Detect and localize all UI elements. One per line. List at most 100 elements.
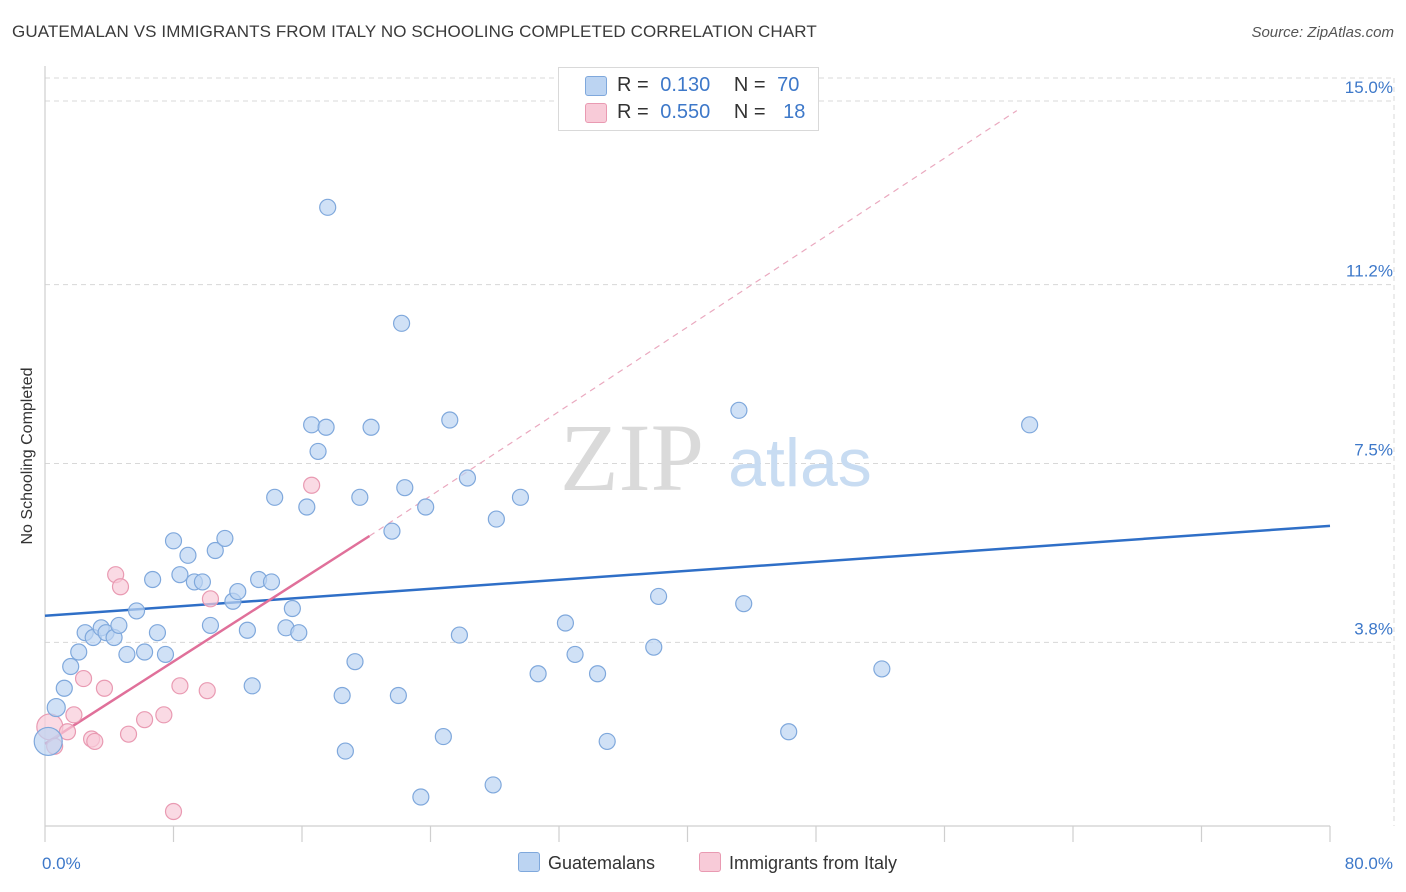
grid-lines xyxy=(45,77,1395,826)
point-guatemalan xyxy=(171,566,189,584)
point-guatemalan xyxy=(392,314,411,332)
point-guatemalan xyxy=(434,727,452,746)
point-italy xyxy=(135,711,154,729)
y-tick-label: 7.5% xyxy=(1354,441,1393,460)
y-tick-label: 3.8% xyxy=(1354,619,1393,638)
point-guatemalan xyxy=(417,498,435,516)
point-guatemalan xyxy=(649,587,668,606)
point-italy xyxy=(74,669,93,688)
point-guatemalan xyxy=(262,573,281,591)
point-guatemalan xyxy=(144,570,162,589)
point-guatemalan xyxy=(118,645,136,664)
point-guatemalan xyxy=(351,488,369,506)
point-guatemalan xyxy=(298,498,316,516)
point-guatemalan xyxy=(179,546,197,564)
point-italy xyxy=(86,732,104,751)
point-guatemalan xyxy=(389,686,407,705)
point-guatemalan xyxy=(566,645,584,664)
point-guatemalan xyxy=(487,510,505,528)
point-guatemalan xyxy=(156,645,175,664)
axes xyxy=(44,66,1331,842)
point-guatemalan xyxy=(333,686,351,705)
x-tick-label-min: 0.0% xyxy=(42,854,81,873)
y-tick-label: 11.2% xyxy=(1346,262,1393,281)
point-guatemalan xyxy=(458,469,477,487)
point-guatemalan xyxy=(110,616,128,635)
point-guatemalan xyxy=(135,643,154,661)
x-tick-label-max: 80.0% xyxy=(1345,854,1393,873)
legend-r-label: R = xyxy=(617,74,649,96)
point-guatemalan xyxy=(193,573,212,591)
chart-title: GUATEMALAN VS IMMIGRANTS FROM ITALY NO S… xyxy=(12,22,817,41)
trend-lines xyxy=(44,110,1331,745)
point-italy xyxy=(155,706,173,724)
point-guatemalan xyxy=(238,621,256,639)
point-guatemalan xyxy=(529,665,547,683)
watermark-atlas: atlas xyxy=(728,425,872,501)
point-guatemalan xyxy=(62,657,80,676)
y-tick-label: 15.0% xyxy=(1345,78,1393,97)
legend-n-value: 70 xyxy=(777,74,800,96)
point-guatemalan xyxy=(730,401,748,419)
point-guatemalan xyxy=(336,742,354,760)
legend-label-guatemalans: Guatemalans xyxy=(548,853,656,873)
tick-labels: 3.8% 7.5% 11.2% 15.0% 0.0% 80.0% xyxy=(42,78,1393,873)
legend-r-label: R = xyxy=(617,101,649,123)
point-guatemalan xyxy=(556,614,575,632)
point-guatemalan xyxy=(201,616,220,635)
watermark: ZIP atlas xyxy=(560,404,872,511)
point-guatemalan xyxy=(319,198,337,216)
legend-label-italy: Immigrants from Italy xyxy=(729,853,898,873)
legend-r-value: 0.130 xyxy=(660,74,711,96)
point-guatemalan xyxy=(70,643,88,661)
point-guatemalan xyxy=(598,732,616,751)
point-guatemalan xyxy=(317,418,335,436)
legend-n-label: N = xyxy=(733,74,766,96)
data-points xyxy=(33,198,1039,821)
point-guatemalan xyxy=(148,624,167,642)
trend-extension-italy xyxy=(369,110,1018,537)
legend-guatemalans: Guatemalans xyxy=(518,852,655,874)
point-guatemalan xyxy=(450,626,469,644)
point-guatemalan xyxy=(309,442,327,461)
legend-swatch-blue xyxy=(518,852,540,872)
legend-n-value: 18 xyxy=(783,101,806,123)
legend-swatch-blue xyxy=(585,76,607,96)
point-guatemalan xyxy=(229,582,247,601)
point-guatemalan xyxy=(511,488,530,506)
source-label: Source: ZipAtlas.com xyxy=(1251,24,1394,41)
point-italy xyxy=(119,725,138,743)
point-guatemalan xyxy=(283,599,301,618)
watermark-zip: ZIP xyxy=(560,404,704,511)
point-guatemalan xyxy=(588,665,607,683)
point-guatemalan xyxy=(55,679,73,697)
point-guatemalan xyxy=(362,418,380,436)
correlation-legend: R = 0.130 N = 70 R = 0.550 N = 18 xyxy=(558,67,819,131)
point-guatemalan xyxy=(346,653,364,671)
point-italy xyxy=(65,706,83,724)
point-guatemalan xyxy=(243,677,261,695)
trend-line-guatemalans xyxy=(44,524,1331,617)
point-guatemalan xyxy=(484,776,502,794)
point-guatemalan xyxy=(46,697,66,718)
point-italy xyxy=(164,802,183,821)
trend-line-italy xyxy=(44,534,371,745)
legend-swatch-pink xyxy=(585,103,607,123)
legend-italy: Immigrants from Italy xyxy=(699,852,897,874)
point-guatemalan xyxy=(396,479,414,497)
point-guatemalan xyxy=(290,624,308,642)
point-guatemalan xyxy=(216,529,234,548)
point-italy xyxy=(95,679,114,697)
legend-r-value: 0.550 xyxy=(660,101,711,123)
point-italy xyxy=(111,578,130,596)
point-italy xyxy=(303,476,321,494)
point-guatemalan xyxy=(441,411,459,429)
legend-swatch-pink xyxy=(699,852,721,872)
point-guatemalan xyxy=(127,602,146,620)
point-guatemalan xyxy=(873,660,891,678)
point-guatemalan xyxy=(1021,416,1039,434)
point-italy xyxy=(201,590,220,608)
point-italy xyxy=(198,682,216,700)
point-guatemalan xyxy=(303,416,321,434)
